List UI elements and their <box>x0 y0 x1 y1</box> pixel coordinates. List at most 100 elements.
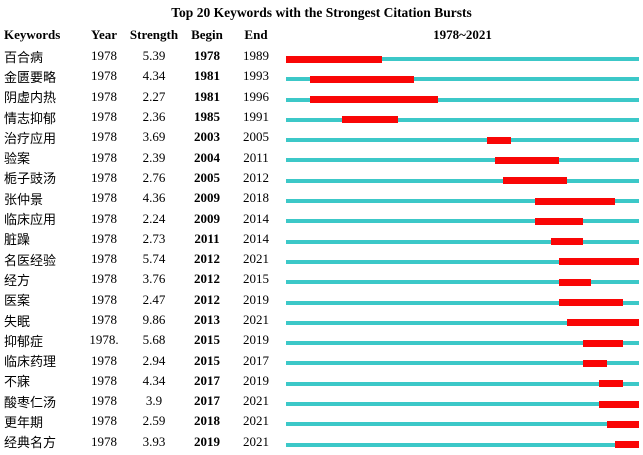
burst-bar <box>598 380 623 388</box>
burst-row: 失眠 1978 9.86 2013 2021 <box>0 310 643 330</box>
begin-cell: 2017 <box>194 393 220 409</box>
begin-cell: 1978 <box>194 48 220 64</box>
end-cell: 1991 <box>243 109 269 125</box>
timeline-cell <box>286 350 639 370</box>
year-cell: 1978 <box>91 230 117 246</box>
year-cell: 1978 <box>91 312 117 327</box>
timeline-cell <box>286 249 639 269</box>
chart-title: Top 20 Keywords with the Strongest Citat… <box>171 5 472 20</box>
burst-row: 经方 1978 3.76 2012 2015 <box>0 269 643 289</box>
burst-bar <box>494 156 559 164</box>
burst-bar <box>614 441 639 449</box>
burst-row: 脏躁 1978 2.73 2011 2014 <box>0 229 643 249</box>
burst-bar <box>582 359 607 367</box>
burst-row: 金匮要略 1978 4.34 1981 1993 <box>0 66 643 86</box>
timeline-cell <box>286 391 639 411</box>
begin-cell: 2015 <box>194 332 220 348</box>
end-cell: 2014 <box>243 210 269 226</box>
timeline-track <box>286 402 639 407</box>
end-cell: 2005 <box>243 129 269 145</box>
timeline-track <box>286 138 639 143</box>
burst-row: 临床药理 1978 2.94 2015 2017 <box>0 350 643 370</box>
burst-row: 更年期 1978 2.59 2018 2021 <box>0 411 643 431</box>
strength-cell: 5.74 <box>142 251 166 267</box>
keyword-cell: 经典名方 <box>4 435 57 451</box>
keyword-cell: 百合病 <box>4 49 44 65</box>
burst-row: 经典名方 1978 3.93 2019 2021 <box>0 432 643 452</box>
year-cell: 1978. <box>89 332 119 348</box>
burst-bar <box>558 278 591 286</box>
strength-cell: 2.59 <box>142 413 166 429</box>
timeline-cell <box>286 290 639 310</box>
keyword-cell: 金匮要略 <box>4 69 57 85</box>
begin-cell: 2012 <box>194 291 220 307</box>
year-cell: 1978 <box>91 271 117 287</box>
end-cell: 2018 <box>243 190 269 206</box>
burst-row: 百合病 1978 5.39 1978 1989 <box>0 46 643 66</box>
header-row: Keywords Year Strength Begin End 1978~20… <box>0 24 643 46</box>
burst-row: 酸枣仁汤 1978 3.9 2017 2021 <box>0 391 643 411</box>
keyword-cell: 酸枣仁汤 <box>4 394 57 410</box>
end-cell: 2021 <box>243 251 269 267</box>
column-header-strength: Strength <box>129 27 179 42</box>
year-cell: 1978 <box>91 88 117 104</box>
timeline-track <box>286 280 639 285</box>
timeline-cell <box>286 269 639 289</box>
strength-cell: 2.94 <box>142 352 166 368</box>
year-cell: 1978 <box>91 291 117 307</box>
burst-bar <box>310 75 415 83</box>
end-cell: 2019 <box>243 372 269 388</box>
begin-cell: 2018 <box>194 413 220 429</box>
keyword-cell: 名医经验 <box>4 252 57 268</box>
strength-cell: 3.9 <box>145 393 163 409</box>
begin-cell: 2009 <box>194 210 220 226</box>
keyword-cell: 经方 <box>4 272 31 288</box>
end-cell: 1996 <box>243 88 269 104</box>
end-cell: 2017 <box>243 352 269 368</box>
strength-cell: 5.68 <box>142 332 166 348</box>
burst-bar <box>486 136 511 144</box>
year-cell: 1978 <box>91 251 117 267</box>
timeline-cell <box>286 127 639 147</box>
end-cell: 2011 <box>243 149 269 165</box>
begin-cell: 2004 <box>194 149 220 165</box>
burst-row: 阴虚内热 1978 2.27 1981 1996 <box>0 87 643 107</box>
burst-row: 不寐 1978 4.34 2017 2019 <box>0 371 643 391</box>
strength-cell: 9.86 <box>142 312 166 327</box>
burst-row: 栀子豉汤 1978 2.76 2005 2012 <box>0 168 643 188</box>
column-header-year: Year <box>91 27 117 42</box>
strength-cell: 3.93 <box>142 433 166 449</box>
timeline-track <box>286 442 639 447</box>
strength-cell: 2.27 <box>142 88 166 104</box>
burst-bar <box>606 420 639 428</box>
timeline-cell <box>286 229 639 249</box>
timeline-track <box>286 158 639 163</box>
burst-bar <box>534 217 583 225</box>
burst-row: 验案 1978 2.39 2004 2011 <box>0 147 643 167</box>
timeline-track <box>286 381 639 386</box>
year-cell: 1978 <box>91 68 117 84</box>
timeline-cell <box>286 330 639 350</box>
timeline-track <box>286 97 639 102</box>
end-cell: 2021 <box>243 433 269 449</box>
column-header-timeline: 1978~2021 <box>433 27 492 42</box>
burst-bar <box>582 339 623 347</box>
column-header-begin: Begin <box>191 27 223 42</box>
column-header-keywords: Keywords <box>4 27 61 42</box>
timeline-cell <box>286 87 639 107</box>
end-cell: 2015 <box>243 271 269 287</box>
year-cell: 1978 <box>91 48 117 64</box>
timeline-track <box>286 422 639 427</box>
timeline-cell <box>286 310 639 330</box>
keyword-cell: 验案 <box>4 151 31 167</box>
strength-cell: 5.39 <box>142 48 166 64</box>
keyword-cell: 更年期 <box>4 414 44 430</box>
begin-cell: 1981 <box>194 68 220 84</box>
keyword-cell: 医案 <box>4 293 31 309</box>
begin-cell: 2012 <box>194 271 220 287</box>
year-cell: 1978 <box>91 433 117 449</box>
burst-row: 名医经验 1978 5.74 2012 2021 <box>0 249 643 269</box>
timeline-cell <box>286 208 639 228</box>
begin-cell: 2017 <box>194 372 220 388</box>
year-cell: 1978 <box>91 352 117 368</box>
